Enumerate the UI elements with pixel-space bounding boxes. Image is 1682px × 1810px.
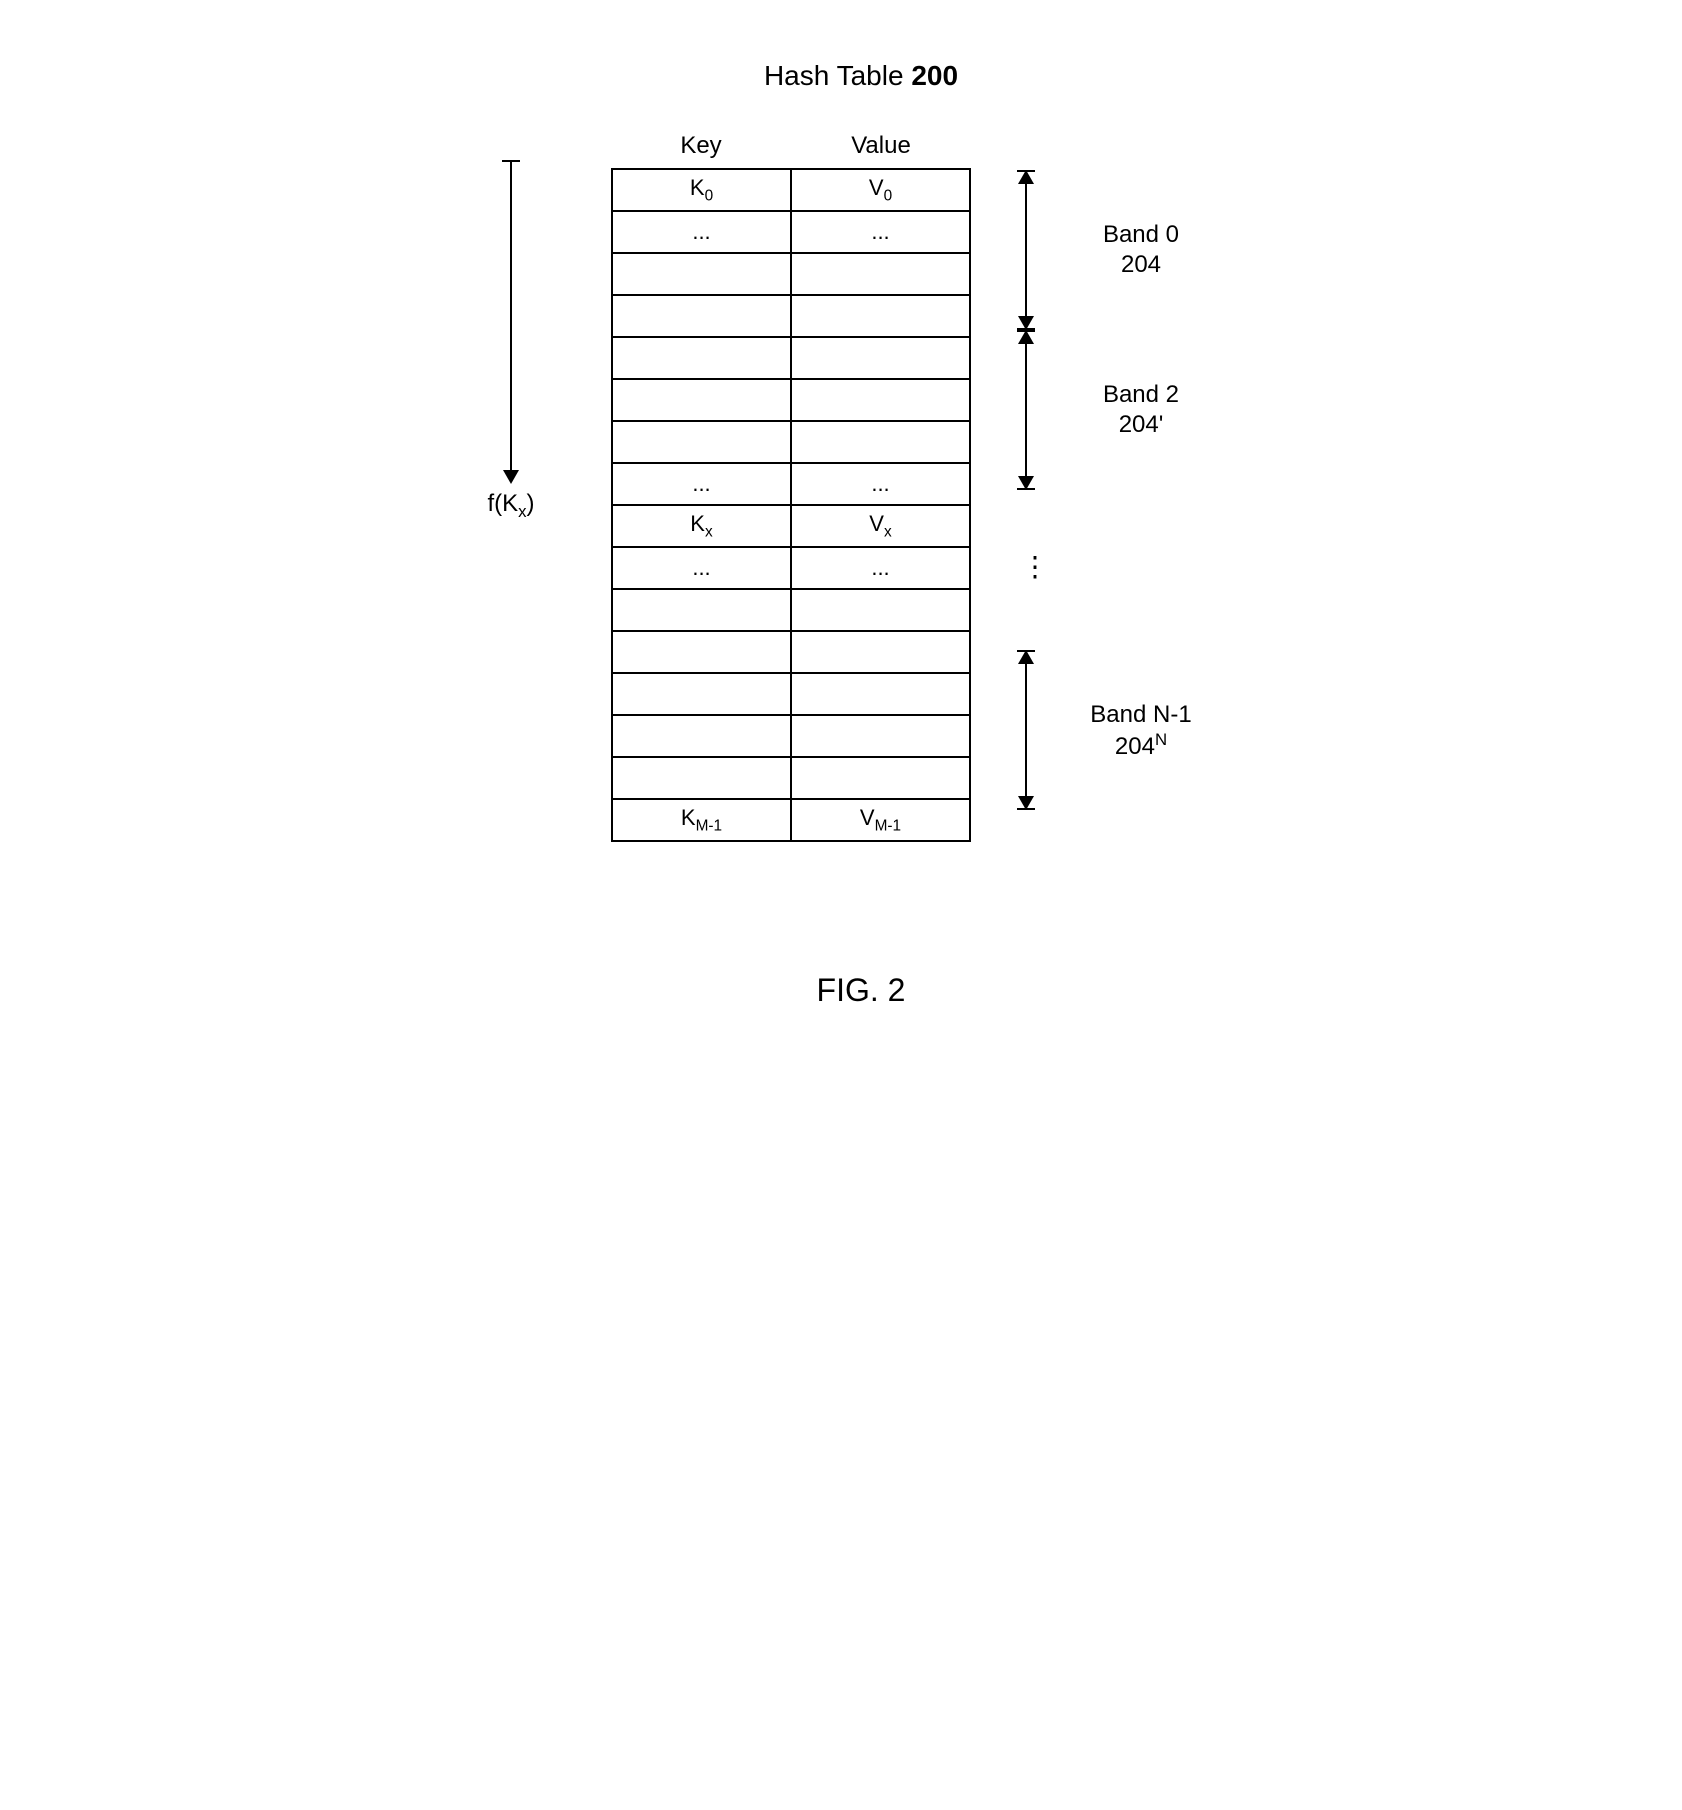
band-bracket bbox=[1011, 330, 1041, 490]
bracket-cap-top bbox=[1017, 650, 1035, 652]
bracket-arrow-up-icon bbox=[1018, 330, 1034, 344]
value-cell: V0 bbox=[791, 169, 970, 211]
band-label: Band N-1204N bbox=[1061, 700, 1221, 762]
bracket-line bbox=[1025, 330, 1027, 490]
key-cell: Kx bbox=[612, 505, 791, 547]
value-cell bbox=[791, 673, 970, 715]
hash-function-label: f(Kx) bbox=[487, 490, 534, 522]
value-cell: ... bbox=[791, 463, 970, 505]
band-label: Band 0204 bbox=[1061, 220, 1221, 280]
table-row: KM-1VM-1 bbox=[612, 799, 970, 841]
value-cell bbox=[791, 253, 970, 295]
column-headers: Key Value bbox=[611, 132, 971, 160]
table-row: KxVx bbox=[612, 505, 970, 547]
figure-title: Hash Table 200 bbox=[401, 60, 1321, 92]
value-cell bbox=[791, 631, 970, 673]
table-row bbox=[612, 421, 970, 463]
right-column: Band 0204 Band 2204' Band N-1204N ⋮ bbox=[1011, 132, 1231, 812]
layout: f(Kx) Key Value K0V0............KxVx....… bbox=[361, 132, 1321, 842]
bracket-cap-top bbox=[1017, 170, 1035, 172]
value-cell: Vx bbox=[791, 505, 970, 547]
bracket-cap-top bbox=[1017, 330, 1035, 332]
key-cell: ... bbox=[612, 463, 791, 505]
table-column: Key Value K0V0............KxVx......KM-1… bbox=[611, 132, 971, 842]
bracket-arrow-up-icon bbox=[1018, 170, 1034, 184]
key-cell bbox=[612, 631, 791, 673]
key-cell: ... bbox=[612, 211, 791, 253]
key-cell: KM-1 bbox=[612, 799, 791, 841]
figure: Hash Table 200 f(Kx) Key Value K0V0.....… bbox=[361, 60, 1321, 1009]
table-row bbox=[612, 253, 970, 295]
value-cell bbox=[791, 337, 970, 379]
value-cell: ... bbox=[791, 547, 970, 589]
key-header: Key bbox=[611, 132, 791, 160]
left-column: f(Kx) bbox=[451, 132, 571, 772]
title-prefix: Hash Table bbox=[764, 60, 911, 91]
key-cell bbox=[612, 379, 791, 421]
value-cell bbox=[791, 379, 970, 421]
table-row bbox=[612, 715, 970, 757]
bracket-line bbox=[1025, 650, 1027, 810]
value-cell bbox=[791, 757, 970, 799]
table-row: ...... bbox=[612, 463, 970, 505]
band-bracket bbox=[1011, 650, 1041, 810]
value-header: Value bbox=[791, 132, 971, 160]
key-cell bbox=[612, 421, 791, 463]
table-row bbox=[612, 673, 970, 715]
table-row: ...... bbox=[612, 547, 970, 589]
table-row bbox=[612, 337, 970, 379]
key-cell bbox=[612, 715, 791, 757]
key-cell: ... bbox=[612, 547, 791, 589]
key-cell bbox=[612, 337, 791, 379]
table-row bbox=[612, 631, 970, 673]
band-bracket bbox=[1011, 170, 1041, 330]
value-cell bbox=[791, 715, 970, 757]
hash-table: K0V0............KxVx......KM-1VM-1 bbox=[611, 168, 971, 842]
bracket-line bbox=[1025, 170, 1027, 330]
value-cell bbox=[791, 295, 970, 337]
key-cell bbox=[612, 589, 791, 631]
key-cell bbox=[612, 253, 791, 295]
table-row bbox=[612, 589, 970, 631]
hash-function-arrow bbox=[510, 162, 512, 482]
bracket-arrow-up-icon bbox=[1018, 650, 1034, 664]
table-row bbox=[612, 295, 970, 337]
table-row: K0V0 bbox=[612, 169, 970, 211]
bracket-cap-bottom bbox=[1017, 808, 1035, 810]
table-row bbox=[612, 757, 970, 799]
title-ref: 200 bbox=[911, 60, 958, 91]
band-label: Band 2204' bbox=[1061, 380, 1221, 440]
vertical-ellipsis-icon: ⋮ bbox=[1021, 550, 1049, 583]
key-cell: K0 bbox=[612, 169, 791, 211]
value-cell: VM-1 bbox=[791, 799, 970, 841]
key-cell bbox=[612, 757, 791, 799]
table-row: ...... bbox=[612, 211, 970, 253]
value-cell bbox=[791, 421, 970, 463]
figure-caption: FIG. 2 bbox=[401, 972, 1321, 1009]
table-row bbox=[612, 379, 970, 421]
hash-table-body: K0V0............KxVx......KM-1VM-1 bbox=[612, 169, 970, 841]
bracket-cap-bottom bbox=[1017, 488, 1035, 490]
value-cell bbox=[791, 589, 970, 631]
value-cell: ... bbox=[791, 211, 970, 253]
key-cell bbox=[612, 295, 791, 337]
key-cell bbox=[612, 673, 791, 715]
